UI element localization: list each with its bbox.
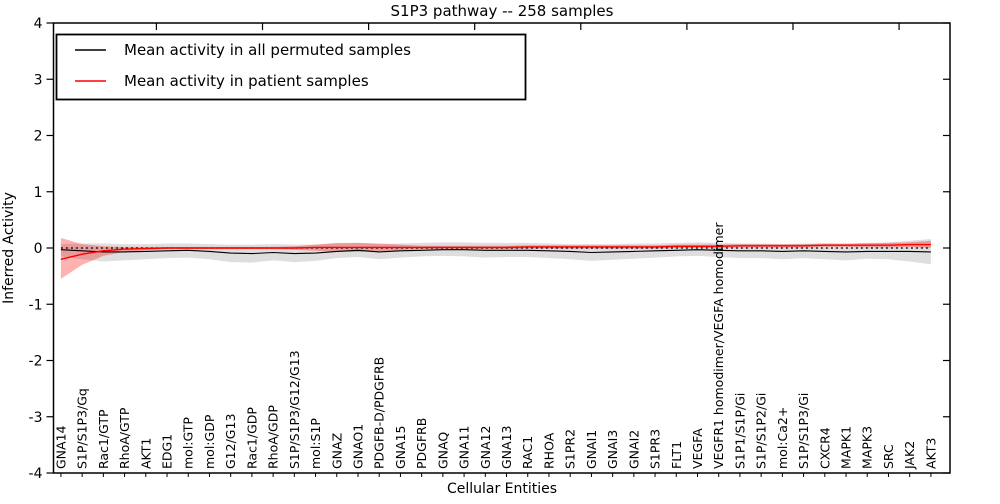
- series-layer: [60, 243, 931, 260]
- x-tick-label: GNAO1: [350, 424, 365, 469]
- y-tick-label: 3: [34, 72, 43, 88]
- x-tick-label: GNAZ: [329, 433, 344, 469]
- x-tick-label: S1P/S1P3/Gq: [75, 388, 90, 469]
- y-tick-label: -2: [29, 354, 43, 370]
- legend-item-patient: Mean activity in patient samples: [75, 72, 369, 90]
- x-tick-label: Rac1/GDP: [244, 407, 259, 469]
- y-tick-label: -3: [29, 410, 43, 426]
- x-tick-label: RhoA/GDP: [266, 405, 281, 469]
- x-tick-label: FLT1: [669, 441, 684, 469]
- x-tick-label: S1P/S1P2/Gi: [754, 393, 769, 469]
- x-tick-label: MAPK3: [860, 426, 875, 469]
- x-tick-label: Rac1/GTP: [96, 409, 111, 469]
- x-tick-label: S1PR3: [648, 429, 663, 469]
- x-tick-label: G12/G13: [223, 414, 238, 469]
- legend-label-patient: Mean activity in patient samples: [124, 72, 369, 90]
- x-tick-labels-layer: GNA14 S1P/S1P3/Gq Rac1/GTP RhoA/GTP AKT1 EDG1…: [53, 222, 938, 470]
- x-tick-label: S1P/S1P3/G12/G13: [287, 350, 302, 469]
- x-tick-label: S1P1/S1P/Gi: [732, 393, 747, 469]
- x-tick-label: GNA11: [457, 426, 472, 470]
- x-tick-label: AKT3: [923, 438, 938, 469]
- y-tick-label: 2: [34, 129, 43, 145]
- x-tick-label: S1PR2: [563, 429, 578, 469]
- x-tick-label: GNA14: [53, 425, 68, 469]
- x-tick-label: mol:S1P: [308, 418, 323, 469]
- x-tick-label: GNA15: [393, 426, 408, 470]
- ticks-layer: -4 -3 -2 -1 0 1 2 3 4: [29, 16, 950, 482]
- permuted-mean-line: [60, 249, 931, 255]
- x-tick-label: RhoA/GTP: [117, 407, 132, 469]
- x-tick-label: CXCR4: [817, 427, 832, 469]
- x-tick-label: GNAI3: [605, 430, 620, 469]
- x-tick-label: GNA12: [478, 426, 493, 470]
- x-tick-label: SRC: [881, 444, 896, 469]
- x-tick-label: mol:GTP: [181, 417, 196, 469]
- y-tick-label: 4: [34, 16, 43, 32]
- y-tick-label: -4: [29, 466, 43, 482]
- x-tick-label: RHOA: [541, 432, 556, 469]
- x-tick-label: AKT1: [138, 438, 153, 469]
- legend-box: [55, 33, 527, 101]
- x-tick-label: VEGFR1 homodimer/VEGFA homodimer: [711, 222, 726, 469]
- legend: Mean activity in all permuted samples Me…: [55, 33, 527, 101]
- x-tick-label: PDGFRB: [414, 418, 429, 469]
- chart-title: S1P3 pathway -- 258 samples: [391, 2, 614, 20]
- patient-mean-line: [60, 243, 931, 260]
- x-tick-label: mol:GDP: [202, 414, 217, 469]
- permuted-samples-range-band: [60, 239, 931, 265]
- x-tick-label: GNAQ: [435, 432, 450, 469]
- y-axis-label: Inferred Activity: [1, 192, 17, 304]
- x-tick-label: EDG1: [160, 434, 175, 469]
- x-tick-label: MAPK1: [839, 426, 854, 469]
- x-tick-label: PDGFB-D/PDGFRB: [372, 357, 387, 469]
- y-tick-label: -1: [29, 297, 43, 313]
- x-tick-label: RAC1: [520, 436, 535, 469]
- x-tick-label: GNA13: [499, 426, 514, 470]
- legend-item-permuted: Mean activity in all permuted samples: [75, 41, 411, 59]
- y-tick-label: 0: [34, 241, 43, 257]
- x-tick-label: GNAI1: [584, 430, 599, 469]
- x-tick-label: JAK2: [902, 441, 917, 470]
- y-tick-label: 1: [34, 185, 43, 201]
- x-axis-label: Cellular Entities: [447, 481, 557, 497]
- x-tick-label: S1P/S1P3/Gi: [796, 393, 811, 469]
- x-tick-label: mol:Ca2+: [775, 407, 790, 469]
- plot-frame: [52, 22, 951, 474]
- legend-label-permuted: Mean activity in all permuted samples: [124, 41, 411, 59]
- x-tick-label: GNAI2: [626, 430, 641, 469]
- x-tick-label: VEGFA: [690, 428, 705, 469]
- bands-layer: [60, 237, 931, 279]
